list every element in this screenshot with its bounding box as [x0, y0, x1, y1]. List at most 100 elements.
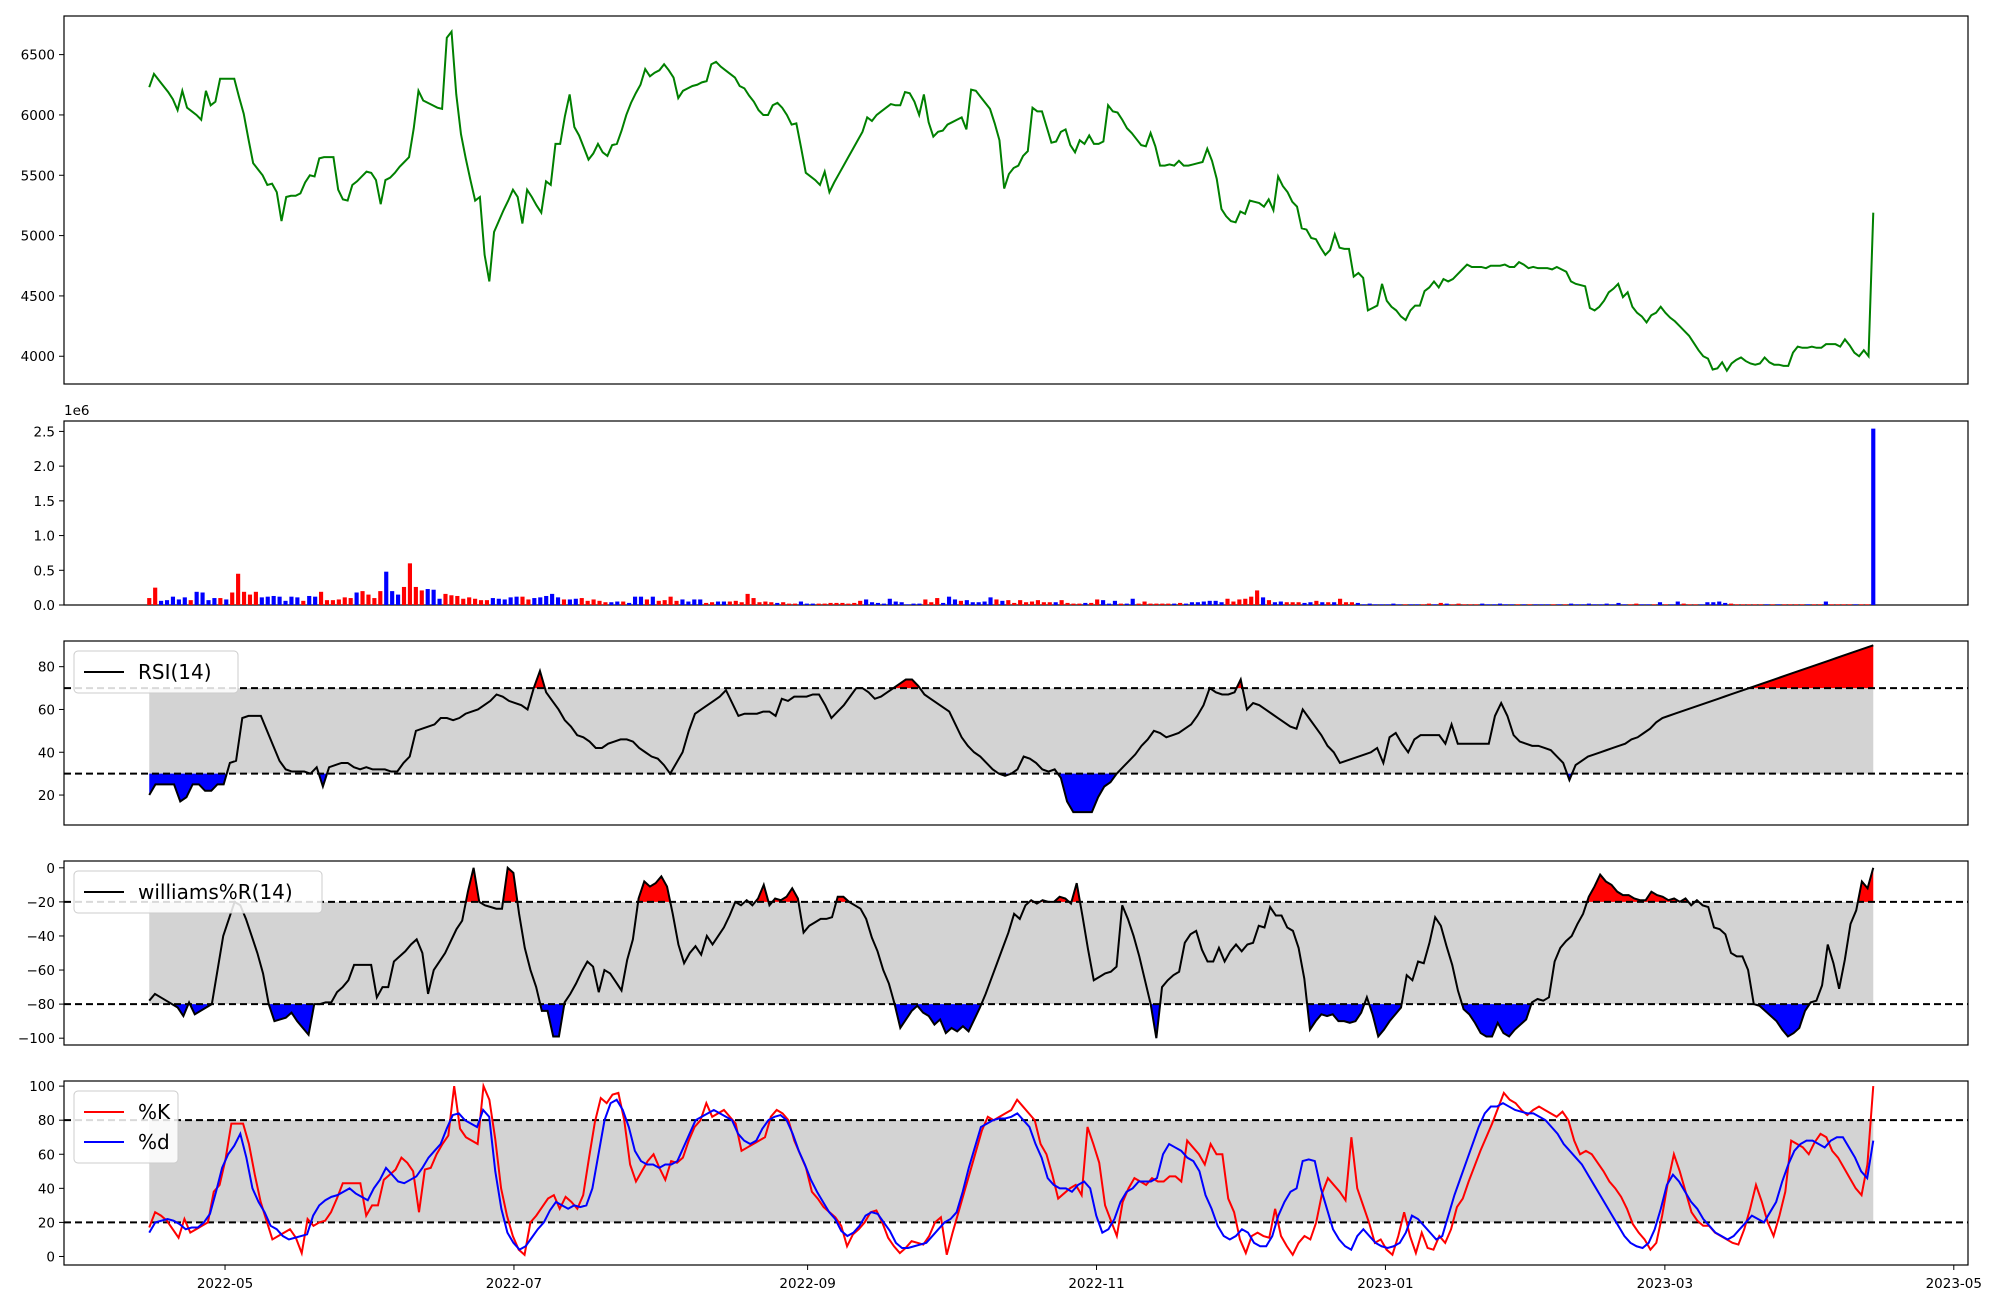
volume-bar: [1527, 604, 1532, 605]
volume-bar: [1865, 604, 1870, 605]
volume-bar: [348, 598, 353, 605]
volume-bar: [1166, 603, 1171, 605]
volume-bar: [1201, 601, 1206, 605]
volume-bar: [1823, 601, 1828, 605]
volume-ytick-label: 2.0: [34, 459, 55, 475]
volume-bar: [1332, 602, 1337, 605]
volume-bar: [360, 591, 365, 605]
x-tick-label: 2022-09: [779, 1276, 835, 1292]
price-ytick-label: 4000: [21, 349, 55, 365]
williams-ytick-label: −100: [18, 1031, 55, 1047]
volume-bar: [935, 598, 940, 605]
x-tick-label: 2023-01: [1357, 1276, 1413, 1292]
volume-bar: [218, 598, 223, 605]
volume-bar: [591, 599, 596, 605]
volume-bar: [763, 601, 768, 605]
stochastic-ytick-label: 40: [38, 1181, 55, 1197]
volume-bar: [1237, 599, 1242, 605]
volume-bar: [1207, 600, 1212, 605]
volume-bar: [1379, 604, 1384, 605]
price-ytick-label: 6500: [21, 48, 55, 64]
volume-bar: [170, 596, 176, 605]
volume-bar: [1687, 604, 1692, 605]
rsi-oversold-fill: [1057, 773, 1117, 813]
volume-bar: [887, 598, 892, 605]
stochastic-ytick-label: 60: [38, 1147, 55, 1163]
volume-bar: [1811, 604, 1817, 605]
volume-bar: [1426, 603, 1432, 605]
volume-bar: [1172, 603, 1177, 605]
rsi-ytick-label: 40: [38, 745, 55, 761]
volume-bar: [798, 601, 804, 605]
volume-bar: [1758, 604, 1763, 605]
volume-bar: [1681, 603, 1686, 605]
volume-bar: [710, 602, 715, 605]
rsi-ytick-label: 20: [38, 788, 55, 804]
stochastic-ytick-label: 80: [38, 1113, 55, 1129]
volume-bar: [923, 599, 928, 605]
volume-bar: [585, 600, 590, 605]
volume-panel-frame: [63, 420, 1969, 606]
volume-bar: [1628, 604, 1633, 605]
volume-bar: [1752, 604, 1757, 605]
volume-bar: [1551, 604, 1556, 605]
volume-bar: [1569, 603, 1574, 605]
volume-bar: [828, 602, 833, 605]
volume-bar: [792, 603, 798, 605]
williams-panel-frame: [63, 860, 1969, 1046]
volume-bar: [1634, 603, 1639, 605]
volume-bar: [1106, 603, 1112, 605]
volume-bar: [929, 602, 934, 605]
volume-bar: [964, 600, 969, 605]
williams-legend: [73, 870, 323, 914]
volume-bar: [1391, 603, 1396, 605]
volume-bar: [1521, 604, 1526, 605]
stochastic-ytick-label: 100: [29, 1079, 55, 1095]
volume-bar: [858, 600, 863, 605]
volume-bar: [1219, 602, 1224, 605]
volume-bar: [1847, 604, 1852, 605]
volume-bar: [514, 596, 519, 605]
volume-bar: [330, 600, 335, 605]
volume-bar: [200, 592, 205, 605]
volume-bar: [1699, 604, 1704, 605]
williams-oversold-fill: [540, 1004, 565, 1037]
volume-bar: [1077, 603, 1082, 605]
volume-bar: [1095, 599, 1100, 605]
rsi-ytick-label: 60: [38, 702, 55, 718]
volume-bar: [490, 598, 495, 605]
volume-bar: [1373, 604, 1378, 605]
volume-bar: [946, 596, 952, 605]
volume-bar: [769, 602, 774, 605]
volume-bar: [538, 597, 543, 605]
volume-bar: [431, 589, 436, 605]
rsi-band: [149, 688, 1874, 774]
volume-bar: [561, 599, 567, 605]
price-ytick-label: 6000: [21, 108, 55, 124]
volume-bar: [1782, 604, 1787, 605]
volume-bar: [1024, 602, 1029, 605]
volume-bar: [627, 602, 632, 605]
volume-ytick-label: 1.5: [34, 494, 55, 510]
x-tick-label: 2022-05: [197, 1276, 253, 1292]
volume-bar: [875, 602, 881, 605]
volume-bar: [1729, 603, 1734, 605]
volume-bar: [473, 598, 478, 605]
volume-bar: [680, 599, 685, 605]
volume-bar: [1255, 590, 1260, 605]
volume-bar: [206, 600, 211, 605]
volume-bar: [407, 563, 413, 605]
volume-bar: [1041, 602, 1046, 605]
williams-overbought-fill: [465, 867, 480, 902]
volume-bar: [449, 595, 454, 605]
volume-bar: [1083, 602, 1088, 605]
volume-bar: [1669, 604, 1674, 605]
volume-bar: [413, 586, 418, 605]
volume-bar: [1788, 604, 1793, 605]
volume-bar: [1101, 600, 1106, 605]
price-ytick-label: 5000: [21, 229, 55, 245]
stochastic-legend-label: %K: [138, 1100, 171, 1124]
volume-bar: [182, 597, 187, 605]
volume-bar: [1361, 604, 1366, 605]
